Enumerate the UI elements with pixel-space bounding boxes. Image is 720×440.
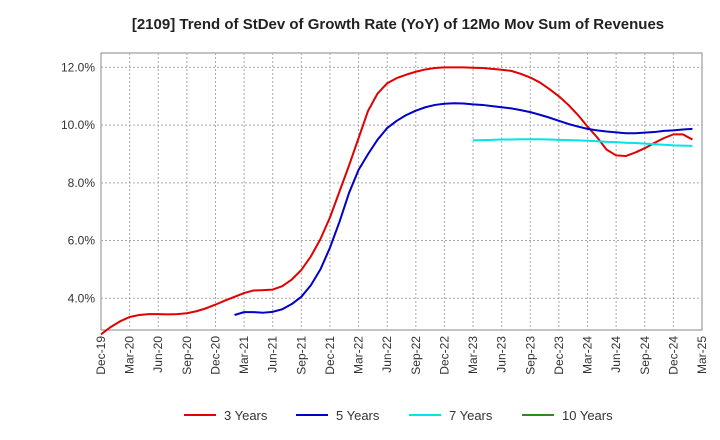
x-tick-label: Mar-20 [123, 336, 137, 374]
x-tick-label: Mar-24 [581, 336, 595, 374]
legend-label-7-years: 7 Years [449, 408, 493, 423]
legend: 3 Years 5 Years 7 Years 10 Years [184, 408, 613, 423]
series-line-5-years [234, 102, 693, 316]
legend-label-10-years: 10 Years [562, 408, 613, 423]
x-tick-label: Dec-20 [208, 336, 222, 375]
x-tick-label: Jun-23 [495, 336, 509, 373]
x-tick-label: Dec-19 [94, 336, 108, 375]
x-tick-label: Jun-20 [151, 336, 165, 373]
x-tick-label: Jun-21 [266, 336, 280, 373]
y-tick-label: 10.0% [61, 118, 95, 132]
series-lines [100, 66, 693, 336]
chart-title: [2109] Trend of StDev of Growth Rate (Yo… [132, 16, 664, 33]
x-tick-label: Sep-23 [523, 336, 537, 375]
x-tick-label: Dec-24 [666, 336, 680, 375]
legend-label-3-years: 3 Years [224, 408, 268, 423]
grid-lines [101, 53, 702, 330]
x-tick-label: Jun-22 [380, 336, 394, 373]
x-tick-label: Sep-22 [409, 336, 423, 375]
x-tick-label: Sep-20 [180, 336, 194, 375]
y-tick-label: 8.0% [68, 176, 96, 190]
x-tick-label: Mar-22 [352, 336, 366, 374]
y-tick-label: 4.0% [68, 291, 96, 305]
x-tick-label: Jun-24 [609, 336, 623, 373]
x-tick-label: Dec-22 [437, 336, 451, 375]
x-tick-label: Dec-23 [552, 336, 566, 375]
plot-area [100, 52, 703, 331]
x-tick-label: Mar-23 [466, 336, 480, 374]
x-tick-label: Sep-24 [638, 336, 652, 375]
y-tick-label: 12.0% [61, 60, 95, 74]
x-tick-label: Mar-25 [695, 336, 709, 374]
x-tick-label: Sep-21 [294, 336, 308, 375]
series-line-3-years [100, 66, 693, 336]
series-line-7-years [473, 138, 693, 147]
y-tick-label: 6.0% [68, 234, 96, 248]
legend-label-5-years: 5 Years [336, 408, 380, 423]
x-axis: Dec-19 Mar-20 Jun-20 Sep-20 Dec-20 Mar-21 Jun-… [94, 336, 709, 375]
x-tick-label: Mar-21 [237, 336, 251, 374]
y-axis: 4.0% 6.0% 8.0% 10.0% 12.0% [61, 60, 95, 305]
x-tick-label: Dec-21 [323, 336, 337, 375]
